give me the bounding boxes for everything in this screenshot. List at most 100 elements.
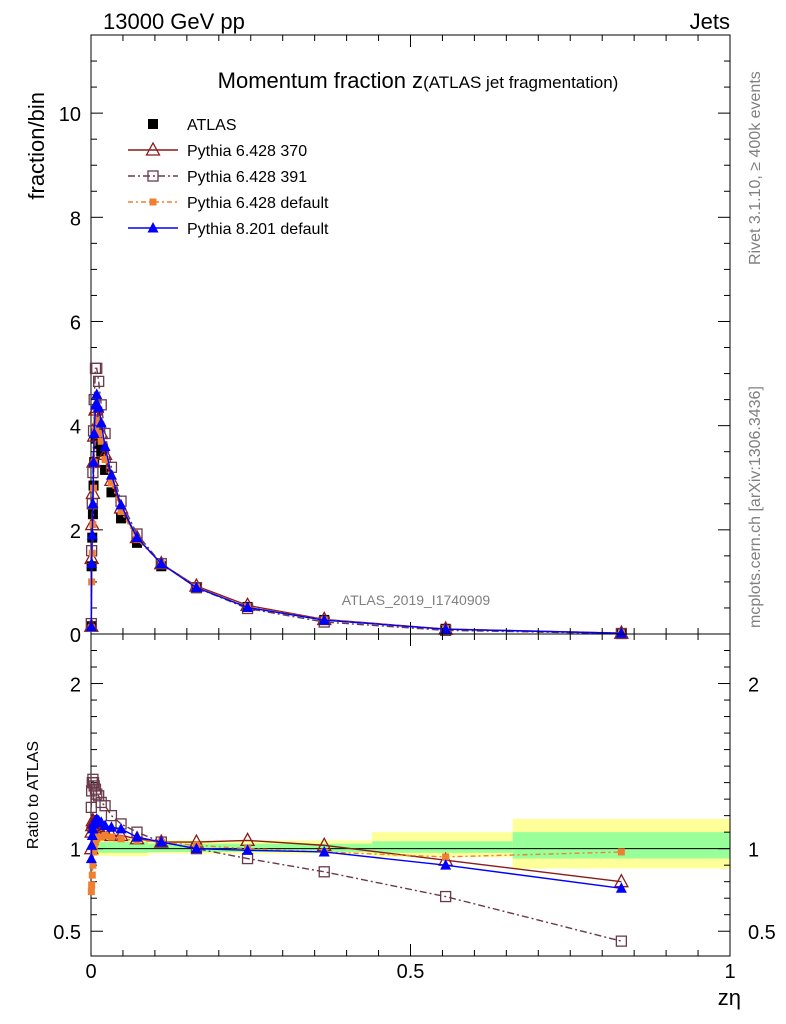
- main-title: Momentum fraction z(ATLAS jet fragmentat…: [218, 68, 619, 93]
- ratio-data-point: [87, 888, 95, 896]
- ratio-y-axis-label: Ratio to ATLAS: [25, 741, 42, 849]
- legend-marker: [149, 198, 157, 206]
- data-point: [190, 581, 202, 593]
- data-point: [242, 601, 254, 612]
- ratio-y-tick-label-right: 1: [748, 840, 759, 862]
- ratio-band-green: [372, 841, 513, 853]
- ratio-data-point: [615, 882, 627, 893]
- legend-marker: [147, 222, 159, 233]
- analysis-watermark: ATLAS_2019_I1740909: [342, 592, 491, 608]
- ratio-data-point: [442, 853, 450, 861]
- data-point: [155, 557, 167, 569]
- data-point: [91, 362, 103, 375]
- ratio-data-point: [105, 809, 118, 822]
- x-axis-label: zη: [718, 985, 741, 1010]
- legend-marker: [145, 141, 161, 156]
- ratio-data-point: [242, 844, 254, 855]
- ratio-data-point: [89, 861, 97, 869]
- ratio-data-point: [117, 835, 125, 843]
- ratio-data-point: [101, 831, 109, 839]
- data-point: [116, 513, 127, 524]
- mcplots-reference-label: mcplots.cern.ch [arXiv:1306.3436]: [747, 386, 764, 628]
- ratio-y-tick-label-right: 0.5: [748, 922, 776, 944]
- x-tick-label: 0: [85, 961, 96, 983]
- ratio-band-green: [148, 843, 373, 852]
- main-plot-area: 0 2 4 6 8 10: [59, 34, 731, 647]
- legend-marker: [148, 119, 158, 129]
- ratio-data-point: [107, 833, 115, 841]
- ratio-data-point: [440, 859, 452, 870]
- data-point: [107, 479, 115, 487]
- ratio-data-point: [105, 821, 117, 832]
- ratio-data-point: [88, 881, 96, 889]
- y-tick-label: 0: [70, 625, 81, 647]
- ratio-series-line: [90, 779, 622, 942]
- ratio-y-tick-label-left: 1: [70, 840, 81, 862]
- ratio-data-point: [115, 822, 127, 834]
- ratio-data-point: [318, 845, 330, 857]
- rivet-version-label: Rivet 3.1.10, ≥ 400k events: [747, 71, 764, 265]
- series-line: [90, 394, 622, 634]
- ratio-data-point: [615, 935, 628, 947]
- ratio-y-tick-label-right: 2: [748, 675, 759, 697]
- y-tick-label: 8: [70, 208, 81, 230]
- ratio-y-tick-label-left: 0.5: [53, 922, 81, 944]
- ratio-y-tick-label-left: 2: [70, 675, 81, 697]
- x-tick-label: 0.5: [397, 961, 425, 983]
- data-point: [99, 440, 111, 451]
- data-point: [105, 469, 117, 480]
- ratio-data-point: [439, 890, 452, 903]
- ratio-data-point: [617, 848, 625, 856]
- ratio-data-point: [85, 852, 97, 864]
- data-point: [93, 401, 105, 412]
- data-point: [615, 627, 627, 638]
- ratio-data-point: [131, 831, 143, 842]
- data-point: [115, 498, 127, 510]
- data-point: [88, 427, 100, 438]
- ratio-data-point: [86, 839, 98, 850]
- data-point: [91, 388, 103, 399]
- data-point: [117, 508, 125, 516]
- legend-label: Pythia 6.428 default: [187, 195, 329, 212]
- header-right-label: Jets: [690, 9, 730, 34]
- series-line: [90, 367, 622, 635]
- data-point: [131, 531, 143, 543]
- data-point: [93, 375, 105, 388]
- legend: ATLAS Pythia 6.428 370 Pythia 6.428 391 Pyt…: [128, 117, 329, 238]
- data-point: [86, 557, 98, 569]
- ratio-plot-frame: [90, 633, 731, 957]
- y-tick-label: 2: [70, 521, 81, 543]
- y-tick-label: 4: [70, 417, 81, 439]
- main-subtitle: (ATLAS jet fragmentation): [423, 73, 618, 92]
- legend-marker: [147, 170, 159, 182]
- legend-label: Pythia 6.428 370: [187, 143, 307, 160]
- main-title-text: Momentum fraction z: [218, 68, 423, 93]
- data-point: [318, 614, 330, 625]
- data-point: [85, 620, 97, 632]
- ratio-data-point: [95, 796, 107, 809]
- ratio-data-point: [86, 829, 98, 840]
- ratio-data-point: [97, 833, 105, 841]
- y-axis-label: fraction/bin: [24, 92, 49, 200]
- legend-label: ATLAS: [187, 117, 237, 134]
- ratio-data-point: [88, 871, 96, 879]
- ratio-data-point: [93, 790, 105, 802]
- data-point: [86, 529, 98, 540]
- ratio-plot-area: 0.5 0.51 12 20 0.5 1: [53, 35, 776, 983]
- data-point: [87, 497, 99, 509]
- ratio-data-point: [318, 866, 330, 878]
- ratio-data-point: [99, 800, 111, 812]
- y-tick-label: 10: [59, 104, 81, 126]
- y-tick-label: 6: [70, 312, 81, 334]
- legend-label: Pythia 8.201 default: [187, 221, 329, 238]
- data-point: [97, 437, 105, 445]
- legend-label: Pythia 6.428 391: [187, 169, 307, 186]
- ratio-data-point: [99, 819, 111, 831]
- data-point: [88, 456, 100, 467]
- x-tick-label: 1: [724, 961, 735, 983]
- data-point: [101, 456, 109, 464]
- data-point: [100, 464, 111, 475]
- data-point: [106, 487, 117, 498]
- data-point: [93, 416, 101, 424]
